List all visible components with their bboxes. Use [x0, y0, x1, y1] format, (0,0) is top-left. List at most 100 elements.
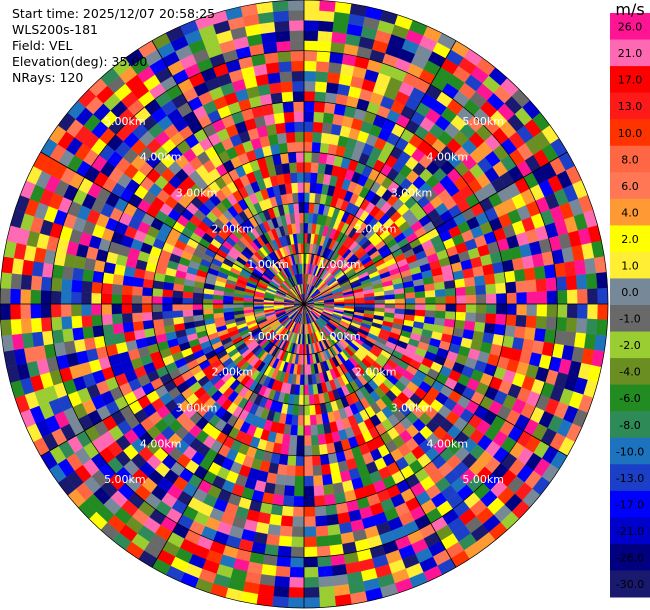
velocity-gate — [303, 161, 312, 173]
velocity-gate — [303, 506, 316, 517]
velocity-gate — [101, 313, 113, 326]
velocity-gate — [9, 288, 21, 305]
velocity-gate — [596, 272, 608, 289]
velocity-gate — [321, 122, 333, 135]
velocity-gate — [310, 424, 318, 436]
ray-count: NRays: 120 — [12, 70, 84, 85]
velocity-gate — [9, 303, 21, 320]
velocity-gate — [60, 316, 73, 330]
velocity-gate — [314, 91, 327, 103]
velocity-gate — [273, 586, 290, 598]
velocity-gate — [318, 575, 334, 588]
velocity-gate — [303, 485, 315, 497]
velocity-gate — [545, 277, 558, 292]
velocity-gate — [312, 131, 323, 143]
colorbar: 26.0 21.0 17.0 13.0 10.0 8.0 6.0 4.0 2.0 1.0 0.0 -1… — [610, 13, 650, 598]
velocity-gate — [61, 265, 74, 280]
velocity-gate — [270, 504, 283, 516]
velocity-gate — [465, 312, 477, 323]
velocity-gate — [291, 526, 305, 538]
velocity-gate — [526, 291, 538, 305]
velocity-gate — [293, 202, 300, 214]
velocity-gate — [445, 303, 457, 313]
velocity-gate — [21, 332, 34, 349]
velocity-gate — [596, 319, 608, 336]
velocity-gate — [300, 232, 305, 244]
velocity-gate — [574, 259, 587, 276]
velocity-gate — [525, 279, 537, 293]
velocity-gate — [71, 315, 83, 329]
velocity-gate — [289, 30, 305, 42]
velocity-gate — [274, 575, 290, 588]
velocity-gate — [212, 308, 224, 314]
velocity-gate — [284, 121, 296, 133]
velocity-gate — [182, 303, 193, 311]
velocity-gate — [298, 405, 305, 416]
range-ring-label: 1.00km — [247, 330, 289, 343]
velocity-gate — [298, 394, 305, 406]
velocity-gate — [292, 80, 305, 92]
velocity-gate — [415, 303, 426, 311]
velocity-gate — [515, 314, 527, 328]
velocity-gate — [299, 222, 305, 234]
velocity-gate — [0, 287, 11, 305]
velocity-gate — [292, 516, 305, 528]
velocity-gate — [50, 277, 63, 292]
velocity-gate — [290, 556, 305, 568]
velocity-gate — [313, 101, 326, 113]
velocity-gate — [516, 303, 528, 316]
velocity-gate — [316, 535, 330, 548]
velocity-gate — [111, 283, 123, 295]
velocity-gate — [70, 303, 82, 317]
velocity-gate — [265, 123, 278, 136]
velocity-gate — [317, 40, 332, 53]
velocity-gate — [295, 141, 305, 153]
velocity-gate — [303, 50, 318, 62]
velocity-gate — [433, 281, 446, 291]
velocity-gate — [212, 303, 224, 309]
colorbar-tick-label: 1.0 — [621, 260, 639, 273]
velocity-gate — [586, 318, 598, 335]
velocity-gate — [535, 278, 548, 292]
velocity-gate — [405, 298, 416, 305]
colorbar-tick-label: 4.0 — [621, 206, 639, 219]
velocity-gate — [444, 311, 456, 321]
colorbar-tick-label: 6.0 — [621, 180, 639, 193]
velocity-gate — [323, 493, 336, 506]
velocity-gate — [293, 485, 305, 497]
velocity-gate — [263, 113, 276, 126]
velocity-gate — [275, 565, 291, 578]
velocity-gate — [287, 0, 305, 11]
velocity-gate — [161, 303, 173, 312]
velocity-gate — [303, 556, 318, 568]
velocity-gate — [313, 111, 325, 123]
colorbar-tick-label: -4.0 — [619, 366, 640, 379]
velocity-gate — [303, 121, 314, 133]
velocity-gate — [516, 292, 528, 305]
velocity-gate — [303, 546, 318, 558]
velocity-gate — [319, 453, 330, 466]
velocity-gate — [265, 534, 280, 547]
velocity-gate — [172, 296, 183, 305]
velocity-gate — [496, 293, 507, 305]
velocity-gate — [152, 318, 165, 328]
velocity-gate — [303, 101, 315, 112]
velocity-gate — [463, 320, 476, 332]
velocity-gate — [303, 91, 316, 102]
velocity-gate — [332, 21, 349, 34]
velocity-gate — [311, 141, 322, 153]
velocity-gate — [312, 121, 324, 133]
velocity-gate — [435, 303, 447, 312]
velocity-gate — [261, 31, 277, 44]
velocity-gate — [273, 112, 286, 125]
velocity-gate — [327, 524, 341, 536]
velocity-gate — [295, 151, 305, 163]
velocity-gate — [192, 309, 204, 316]
velocity-gate — [222, 303, 234, 309]
velocity-gate — [404, 292, 416, 299]
velocity-gate — [123, 330, 136, 343]
velocity-gate — [290, 424, 298, 436]
velocity-gate — [270, 92, 283, 104]
range-ring-label: 4.00km — [427, 151, 469, 164]
velocity-gate — [425, 303, 436, 312]
